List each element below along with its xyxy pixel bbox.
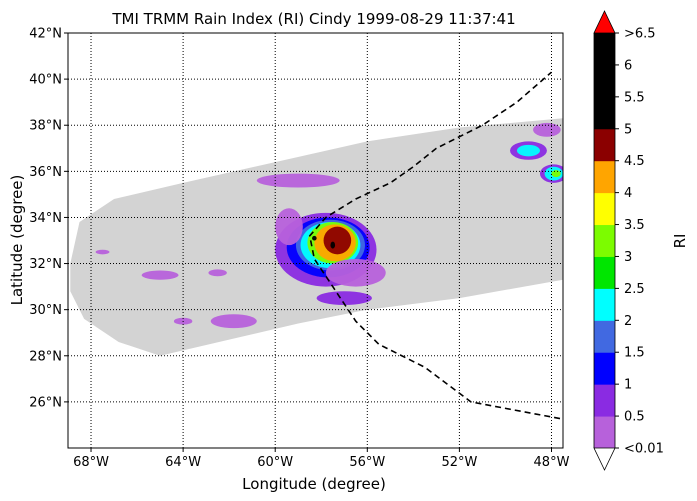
x-tick-label-1: 64°W [165, 455, 201, 470]
colorbar-segment-10 [594, 96, 615, 130]
rain-cell-7 [312, 235, 317, 241]
y-tick-label-1: 28°N [29, 349, 62, 364]
colorbar-segment-2 [594, 352, 615, 385]
chart-title: TMI TRMM Rain Index (RI) Cindy 1999-08-2… [111, 10, 515, 28]
colorbar-under-triangle [593, 447, 616, 471]
colorbar-segment-7 [594, 192, 615, 226]
y-tick-label-6: 38°N [29, 119, 62, 134]
colorbar-over-triangle [593, 10, 616, 34]
rain-cell-20 [516, 144, 540, 157]
colorbar-tick-label-8: 4 [624, 186, 632, 201]
x-axis-label: Longitude (degree) [242, 475, 386, 493]
plot-frame [67, 32, 564, 449]
colorbar-tick-label-11: 5.5 [624, 90, 645, 105]
colorbar-tick-label-2: 1 [624, 378, 632, 393]
y-tick-label-3: 32°N [29, 257, 62, 272]
colorbar-tick-label-10: 5 [624, 122, 632, 137]
colorbar-segment-8 [594, 160, 615, 194]
colorbar-segment-6 [594, 224, 615, 257]
colorbar-segment-9 [594, 128, 615, 162]
rain-cell-6 [323, 226, 352, 255]
rain-cell-14 [141, 270, 179, 280]
storm-track [308, 71, 563, 420]
x-tick-label-5: 48°W [534, 455, 570, 470]
rain-cell-11 [325, 258, 386, 287]
y-tick-label-0: 26°N [29, 395, 62, 410]
rain-cell-18 [533, 122, 561, 137]
rain-cell-23 [551, 170, 561, 178]
colorbar-label: RI [671, 234, 689, 249]
colorbar-tick-label-7: 3.5 [624, 218, 645, 233]
rain-cell-10 [256, 173, 340, 188]
colorbar-segment-3 [594, 320, 615, 353]
y-axis-ticks: 26°N 28°N 30°N 32°N 34°N 36°N 38°N 40°N 42°N [29, 27, 68, 410]
colorbar-tick-label-3: 1.5 [624, 346, 645, 361]
rain-field [95, 122, 563, 329]
colorbar-tick-label-12: 6 [624, 58, 632, 73]
rain-cell-9 [275, 208, 303, 246]
colorbar-tick-label-5: 2.5 [624, 282, 645, 297]
colorbar-segment-0 [594, 416, 615, 449]
colorbar-tick-label-9: 4.5 [624, 154, 645, 169]
y-tick-label-2: 30°N [29, 303, 62, 318]
x-tick-label-2: 60°W [257, 455, 293, 470]
y-tick-label-7: 40°N [29, 73, 62, 88]
rain-cell-12 [316, 291, 372, 306]
plot-area [68, 33, 563, 448]
rain-cell-17 [95, 249, 110, 255]
x-tick-label-4: 52°W [441, 455, 477, 470]
rain-cell-8 [330, 241, 336, 249]
y-tick-label-4: 34°N [29, 211, 62, 226]
colorbar-tick-label-6: 3 [624, 250, 632, 265]
colorbar-segment-1 [594, 384, 615, 417]
colorbar-tick-label-1: 0.5 [624, 410, 645, 425]
y-tick-label-8: 42°N [29, 27, 62, 42]
x-tick-label-3: 56°W [349, 455, 385, 470]
y-axis-label: Latitude (degree) [8, 175, 26, 306]
graticule-grid [68, 33, 563, 448]
rain-cell-16 [208, 269, 227, 277]
rain-cell-13 [210, 314, 257, 329]
colorbar-tick-label-0: <0.01 [624, 442, 664, 457]
colorbar-segment-4 [594, 288, 615, 321]
colorbar-tick-label-4: 2 [624, 314, 632, 329]
colorbar-tick-label-top: >6.5 [624, 27, 656, 42]
colorbar: <0.01 0.5 1 1.5 2 2.5 3 3.5 4 4.5 5 5.5 6 >6.5 [593, 10, 664, 471]
colorbar-segment-5 [594, 256, 615, 289]
x-axis-ticks: 68°W 64°W 60°W 56°W 52°W 48°W [73, 448, 570, 470]
x-tick-label-0: 68°W [73, 455, 109, 470]
storm-track-line [308, 71, 563, 420]
colorbar-segment-11 [594, 64, 615, 98]
y-tick-label-5: 36°N [29, 165, 62, 180]
colorbar-segment-12 [594, 33, 615, 66]
